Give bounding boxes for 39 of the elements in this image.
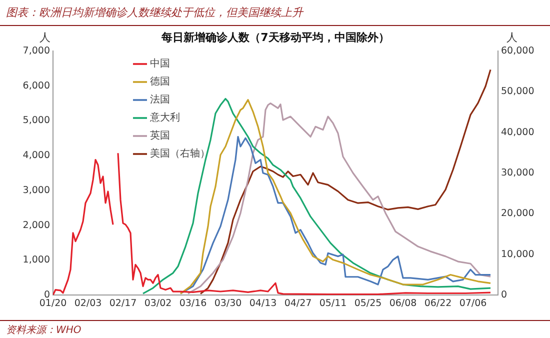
y2-tick-label: 0 — [501, 289, 508, 300]
x-tick-label: 06/22 — [424, 298, 452, 310]
x-tick-label: 04/13 — [249, 298, 277, 310]
y-tick-label: 6,000 — [22, 80, 50, 92]
x-tick-label: 07/06 — [459, 298, 487, 310]
x-tick-label: 03/16 — [179, 298, 207, 310]
x-tick-label: 06/08 — [389, 298, 417, 310]
y2-tick-label: 30,000 — [501, 167, 534, 178]
x-tick-label: 05/11 — [319, 298, 347, 310]
y-tick-label: 0 — [44, 289, 50, 300]
legend-label: 美国（右轴） — [150, 148, 210, 160]
legend-label: 中国 — [150, 58, 170, 70]
y2-tick-label: 50,000 — [501, 86, 534, 98]
legend-label: 法国 — [150, 94, 170, 106]
legend-label: 意大利 — [149, 112, 180, 124]
y-tick-label: 4,000 — [22, 150, 50, 162]
y-tick-label: 7,000 — [22, 45, 50, 56]
legend-label: 德国 — [150, 76, 170, 88]
x-tick-label: 02/17 — [109, 298, 137, 310]
y-tick-label: 3,000 — [22, 184, 50, 196]
chart-title: 图表：欧洲日均新增确诊人数继续处于低位，但美国继续上升 — [6, 5, 303, 20]
x-tick-label: 03/02 — [144, 298, 172, 310]
y-tick-label: 1,000 — [22, 254, 50, 266]
x-tick-label: 01/20 — [39, 298, 67, 310]
legend-label: 英国 — [150, 130, 170, 142]
x-tick-label: 03/30 — [214, 298, 242, 310]
y2-tick-label: 20,000 — [501, 208, 534, 220]
chart-subtitle: 每日新增确诊人数（7天移动平均，中国除外） — [160, 30, 390, 44]
text: 资料来源：WHO — [6, 324, 82, 336]
y2-tick-label: 40,000 — [501, 126, 534, 138]
y2-tick-label: 10,000 — [501, 248, 534, 260]
y-tick-label: 2,000 — [22, 220, 50, 231]
x-tick-label: 04/27 — [284, 298, 312, 310]
x-tick-label: 05/25 — [354, 298, 382, 310]
y2-tick-label: 60,000 — [501, 45, 534, 56]
y-axis-title: 人 — [40, 30, 50, 44]
x-tick-label: 02/03 — [74, 298, 102, 310]
y2-axis-title: 人 — [506, 30, 518, 44]
y-tick-label: 5,000 — [22, 115, 50, 126]
